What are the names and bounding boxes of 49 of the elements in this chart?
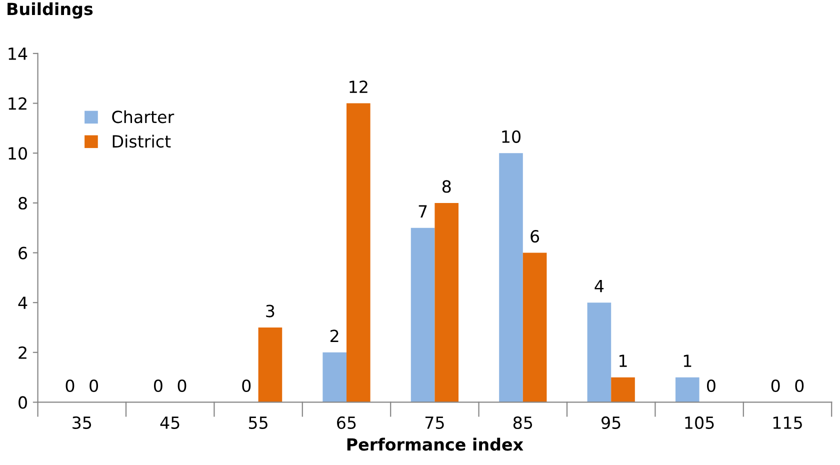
data-label: 0 xyxy=(242,379,251,392)
y-tick-label: 2 xyxy=(18,346,26,359)
data-label: 0 xyxy=(795,379,804,392)
data-label: 6 xyxy=(530,230,540,243)
data-label: 12 xyxy=(350,80,368,93)
x-tick-label: 55 xyxy=(248,416,268,430)
data-label: 0 xyxy=(66,379,74,392)
data-label: 4 xyxy=(594,280,604,292)
legend-label: Charter xyxy=(112,110,174,124)
data-label: 7 xyxy=(418,205,427,218)
bar xyxy=(675,377,700,402)
x-tick-label: 75 xyxy=(425,416,444,430)
bar xyxy=(587,302,612,402)
bar xyxy=(346,103,370,402)
x-axis-title: Performance index xyxy=(347,438,524,451)
data-label: 1 xyxy=(620,354,627,367)
data-label: 2 xyxy=(330,330,338,342)
x-tick-label: 95 xyxy=(602,416,620,430)
data-label: 0 xyxy=(771,379,780,392)
y-tick-label: 14 xyxy=(8,48,28,60)
y-axis-title: Buildings xyxy=(8,2,93,19)
x-tick-label: 115 xyxy=(773,416,802,430)
y-tick-label: 6 xyxy=(18,246,28,260)
y-tick-label: 10 xyxy=(8,147,27,160)
bar xyxy=(410,228,435,402)
y-tick-label: 8 xyxy=(18,196,27,210)
data-label: 0 xyxy=(707,379,716,392)
data-label: 0 xyxy=(154,379,162,392)
x-tick-label: 35 xyxy=(72,416,92,430)
bar xyxy=(322,352,346,402)
x-tick-label: 65 xyxy=(337,416,356,430)
bar xyxy=(611,377,635,402)
x-tick-label: 85 xyxy=(513,416,532,430)
legend-label: District xyxy=(112,134,171,148)
data-label: 0 xyxy=(90,379,98,392)
data-label: 1 xyxy=(684,354,692,367)
x-tick-label: 105 xyxy=(685,416,714,430)
data-label: 0 xyxy=(178,379,186,392)
bar xyxy=(522,252,547,402)
data-label: 3 xyxy=(266,304,274,318)
bar xyxy=(434,202,459,402)
y-tick-label: 0 xyxy=(18,396,27,409)
y-tick-label: 4 xyxy=(18,296,28,309)
x-tick-label: 45 xyxy=(160,416,180,430)
data-label: 8 xyxy=(442,180,451,193)
bar xyxy=(258,327,282,402)
bar xyxy=(499,153,523,402)
data-label: 10 xyxy=(502,130,520,143)
y-tick-label: 12 xyxy=(8,97,26,110)
